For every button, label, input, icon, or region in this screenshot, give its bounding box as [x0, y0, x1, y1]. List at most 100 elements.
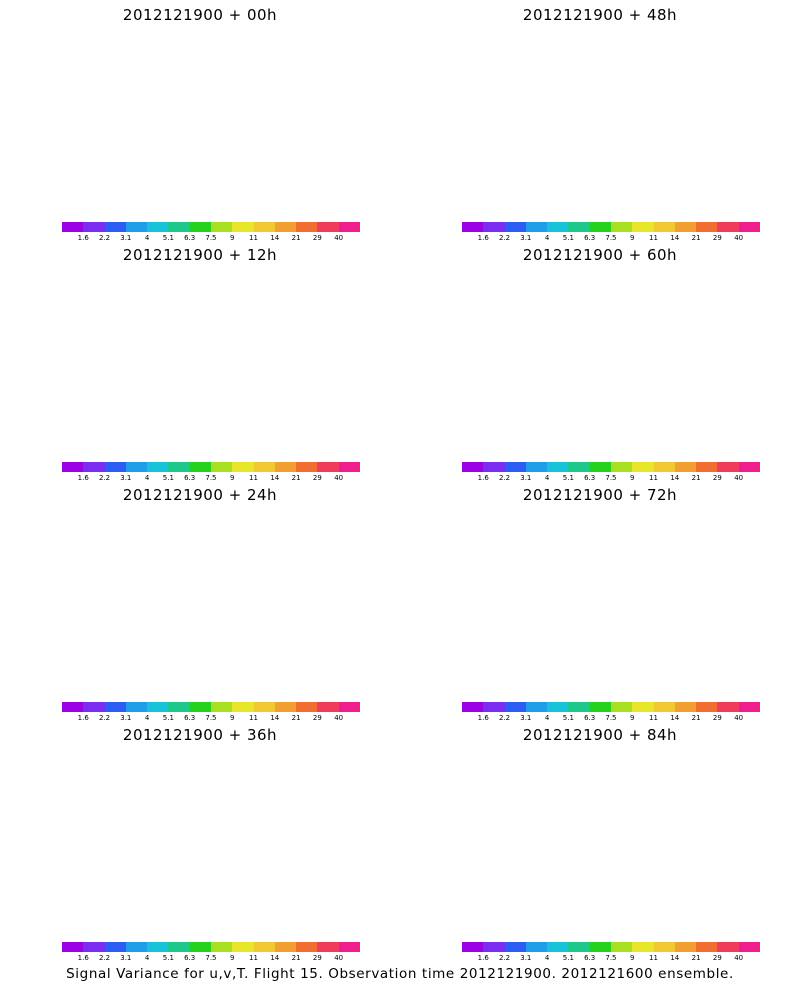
colorbar-label: 2.2 [498, 474, 511, 482]
colorbar-swatch [232, 462, 254, 472]
colorbar-swatch [653, 222, 675, 232]
colorbar-swatch [168, 942, 190, 952]
colorbar-swatch [125, 942, 148, 952]
colorbar-label: 7.5 [605, 234, 617, 242]
colorbar-swatch [317, 942, 339, 952]
map-panel-36h: 2012121900 + 36h 1.6 2.2 3.1 4 5.1 6.3 7.5 9 11 14… [0, 720, 400, 962]
colorbar-label: 11 [249, 234, 258, 242]
colorbar-label: 11 [249, 474, 258, 482]
colorbar-label: 3.1 [520, 714, 532, 722]
colorbar-label: 6.3 [184, 954, 196, 962]
colorbar-swatch [462, 462, 484, 472]
colorbar-swatch [253, 462, 275, 472]
colorbar-swatch [632, 942, 654, 952]
colorbar-swatch [610, 702, 633, 712]
colorbar-label: 1.6 [477, 234, 489, 242]
colorbar-swatch [189, 222, 211, 232]
colorbar-label: 4 [144, 954, 150, 962]
figure-caption: Signal Variance for u,v,T. Flight 15. Ob… [66, 966, 734, 982]
colorbar-label: 29 [312, 714, 322, 722]
colorbar-swatch [462, 942, 484, 952]
colorbar-swatch [317, 222, 339, 232]
variance-map [400, 720, 800, 940]
colorbar-label: 11 [649, 234, 658, 242]
colorbar-label: 2.2 [98, 234, 111, 242]
colorbar [62, 702, 360, 712]
colorbar-label: 6.3 [584, 954, 596, 962]
colorbar-label: 14 [670, 714, 680, 722]
colorbar [462, 222, 760, 232]
colorbar-label: 3.1 [120, 234, 132, 242]
variance-map [400, 480, 800, 700]
colorbar-swatch [168, 462, 190, 472]
colorbar-label: 40 [334, 954, 344, 962]
colorbar-swatch [147, 702, 169, 712]
colorbar-swatch [104, 222, 126, 232]
colorbar-label: 9 [230, 234, 235, 242]
colorbar-swatch [83, 462, 105, 472]
colorbar-label: 7.5 [205, 234, 217, 242]
colorbar-label: 9 [230, 714, 235, 722]
colorbar-label: 9 [630, 714, 635, 722]
variance-map [0, 480, 400, 700]
colorbar-labels: 1.6 2.2 3.1 4 5.1 6.3 7.5 9 11 14 21 29 40 [452, 474, 770, 484]
colorbar-swatch [568, 222, 590, 232]
colorbar [462, 942, 760, 952]
colorbar-swatch [653, 462, 675, 472]
colorbar-swatch [568, 942, 590, 952]
colorbar-label: 4 [544, 714, 550, 722]
colorbar-swatch [483, 942, 505, 952]
colorbar-swatch [125, 462, 148, 472]
colorbar-swatch [610, 462, 633, 472]
colorbar-swatch [168, 702, 190, 712]
colorbar-label: 29 [712, 954, 722, 962]
colorbar-label: 14 [270, 234, 280, 242]
colorbar-label: 4 [144, 474, 150, 482]
colorbar-labels: 1.6 2.2 3.1 4 5.1 6.3 7.5 9 11 14 21 29 40 [52, 714, 370, 724]
colorbar-swatch [589, 942, 611, 952]
colorbar-swatch [296, 942, 318, 952]
map-panel-00h: 2012121900 + 00h 1.6 2.2 3.1 4 5.1 6.3 7.5 9 11 14… [0, 0, 400, 242]
colorbar-swatch [462, 702, 484, 712]
colorbar-label: 21 [691, 474, 701, 482]
colorbar-swatch [210, 462, 233, 472]
colorbar-swatch [653, 702, 675, 712]
colorbar-label: 29 [712, 714, 722, 722]
map-panel-72h: 2012121900 + 72h 1.6 2.2 3.1 4 5.1 6.3 7.5 9 11 14… [400, 480, 800, 722]
colorbar-label: 40 [334, 714, 344, 722]
colorbar-label: 5.1 [162, 234, 174, 242]
colorbar-swatch [189, 462, 211, 472]
colorbar-label: 6.3 [184, 234, 196, 242]
colorbar-label: 6.3 [184, 474, 196, 482]
colorbar-label: 5.1 [162, 954, 174, 962]
colorbar-swatch [696, 222, 718, 232]
colorbar-label: 7.5 [205, 954, 217, 962]
colorbar-label: 5.1 [562, 234, 574, 242]
colorbar-label: 4 [544, 474, 550, 482]
colorbar-swatch [696, 462, 718, 472]
colorbar-swatch [296, 702, 318, 712]
colorbar-swatch [147, 462, 169, 472]
colorbar-label: 9 [630, 954, 635, 962]
colorbar [462, 702, 760, 712]
colorbar-labels: 1.6 2.2 3.1 4 5.1 6.3 7.5 9 11 14 21 29 40 [452, 954, 770, 964]
colorbar-label: 40 [334, 474, 344, 482]
colorbar-label: 11 [249, 714, 258, 722]
colorbar-label: 3.1 [520, 954, 532, 962]
colorbar-swatch [483, 702, 505, 712]
colorbar-label: 4 [544, 954, 550, 962]
panel-title: 2012121900 + 60h [522, 246, 678, 264]
colorbar-swatch [274, 942, 297, 952]
colorbar-swatch [210, 942, 233, 952]
variance-map [0, 0, 400, 220]
colorbar-swatch [168, 222, 190, 232]
colorbar-swatch [83, 222, 105, 232]
colorbar-swatch [125, 222, 148, 232]
colorbar [62, 942, 360, 952]
map-panel-24h: 2012121900 + 24h 1.6 2.2 3.1 4 5.1 6.3 7.5 9 11 14… [0, 480, 400, 722]
colorbar-swatch [674, 462, 697, 472]
colorbar-labels: 1.6 2.2 3.1 4 5.1 6.3 7.5 9 11 14 21 29 40 [452, 234, 770, 244]
colorbar-label: 29 [312, 234, 322, 242]
colorbar-swatch [717, 702, 739, 712]
colorbar-label: 40 [734, 474, 744, 482]
